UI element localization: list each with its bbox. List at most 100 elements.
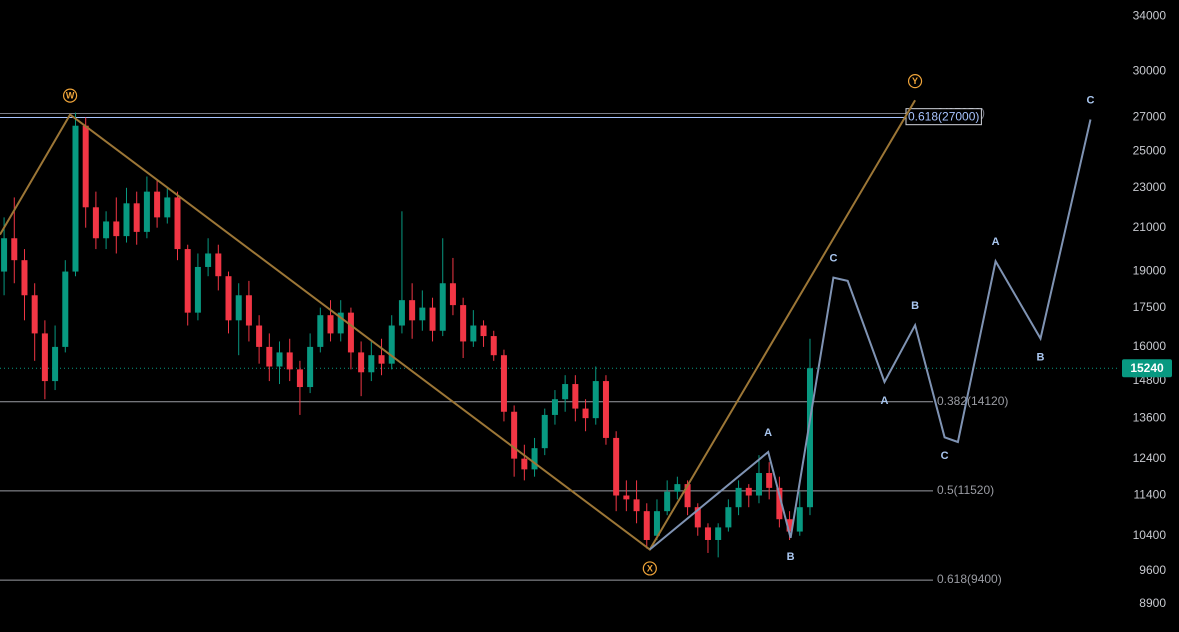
wave-label: C <box>1087 94 1095 106</box>
candle-body <box>490 336 497 356</box>
wave-label: C <box>829 253 837 265</box>
candle-body <box>358 352 365 373</box>
candle-body <box>194 266 201 313</box>
wave-label: W <box>66 90 75 100</box>
candle-body <box>245 295 252 326</box>
candle-body <box>562 384 569 400</box>
candle-body <box>368 355 375 373</box>
candle-body <box>31 295 38 334</box>
wave-label: A <box>880 395 888 407</box>
candle-body <box>806 368 813 508</box>
candle-body <box>521 458 528 470</box>
y-tick-label: 16000 <box>1133 339 1167 353</box>
candle-body <box>745 487 752 496</box>
candle-body <box>409 300 416 321</box>
last-price-tag <box>1122 359 1172 378</box>
wave-label: C <box>941 450 949 462</box>
fib-label: 0.618(9400) <box>937 572 1002 586</box>
candle-body <box>41 333 48 382</box>
candle-body <box>62 271 69 347</box>
wave-label: Y <box>912 76 918 86</box>
candle-body <box>653 511 660 536</box>
fib-label: 0.5(11520) <box>937 483 994 497</box>
candle-body <box>480 325 487 337</box>
candle-body <box>613 437 620 496</box>
candle-body <box>388 325 395 364</box>
candle-body <box>256 325 263 347</box>
candle-body <box>1 238 8 272</box>
candle-body <box>164 197 171 218</box>
candle-body <box>21 260 28 296</box>
candle-body <box>531 448 538 470</box>
y-tick-label: 8900 <box>1139 596 1166 610</box>
candle-body <box>643 511 650 540</box>
candle-body <box>725 507 732 528</box>
candle-body <box>776 487 783 520</box>
candle-body <box>92 207 99 239</box>
candle-body <box>215 253 222 277</box>
candle-body <box>602 381 609 438</box>
y-tick-label: 34000 <box>1133 9 1167 23</box>
wave-line <box>0 99 916 551</box>
candle-body <box>511 411 518 459</box>
candle-body <box>11 238 18 261</box>
wave-label-circle <box>907 74 923 89</box>
y-tick-label: 9600 <box>1139 563 1166 577</box>
y-tick-label: 23000 <box>1133 180 1167 194</box>
y-tick-label: 25000 <box>1133 143 1167 157</box>
last-price-label: 15240 <box>1130 361 1164 375</box>
candle-body <box>154 191 161 218</box>
candle-body <box>266 346 273 367</box>
candle-body <box>582 408 589 419</box>
wave-label-circle <box>62 88 78 103</box>
candle-body <box>786 519 793 532</box>
wave-label: B <box>1037 351 1045 363</box>
candle-body <box>378 355 385 364</box>
candle-body <box>317 315 324 347</box>
candle-body <box>500 355 507 412</box>
candle-body <box>664 491 671 512</box>
fib-label: 0.382(14120) <box>937 394 1008 408</box>
candle-body <box>72 125 79 272</box>
y-tick-label: 30000 <box>1133 63 1167 77</box>
candle-body <box>755 473 762 496</box>
candle-body <box>551 399 558 415</box>
y-tick-label: 10400 <box>1133 528 1167 542</box>
candle-body <box>276 352 283 367</box>
wave-label: X <box>647 563 653 573</box>
wave-label: B <box>787 551 795 563</box>
candle-body <box>307 346 314 388</box>
candle-body <box>286 352 293 370</box>
candle-body <box>225 276 232 321</box>
wave-label: B <box>911 300 919 312</box>
candle-body <box>52 346 59 382</box>
wave-label: A <box>764 427 772 439</box>
candle-body <box>439 283 446 331</box>
fib-label: 0.618(27000) <box>908 110 979 124</box>
wave-line <box>649 119 1092 551</box>
candle-body <box>766 473 773 488</box>
y-tick-label: 12400 <box>1133 451 1167 465</box>
candle-body <box>103 221 110 239</box>
candle-body <box>572 384 579 409</box>
candle-body <box>143 191 150 232</box>
candle-body <box>592 381 599 419</box>
candle-body <box>429 307 436 331</box>
candle-body <box>704 527 711 540</box>
candle-body <box>541 414 548 449</box>
candle-body <box>694 507 701 528</box>
candle-body <box>184 249 191 313</box>
candle-body <box>296 369 303 388</box>
candle-body <box>674 484 681 492</box>
candle-body <box>715 527 722 540</box>
candle-body <box>82 125 89 208</box>
candle-body <box>419 307 426 321</box>
candle-body <box>470 325 477 342</box>
candle-body <box>113 221 120 237</box>
candle-body <box>205 253 212 267</box>
candle-body <box>684 484 691 508</box>
candle-body <box>174 197 181 250</box>
candle-body <box>623 495 630 500</box>
